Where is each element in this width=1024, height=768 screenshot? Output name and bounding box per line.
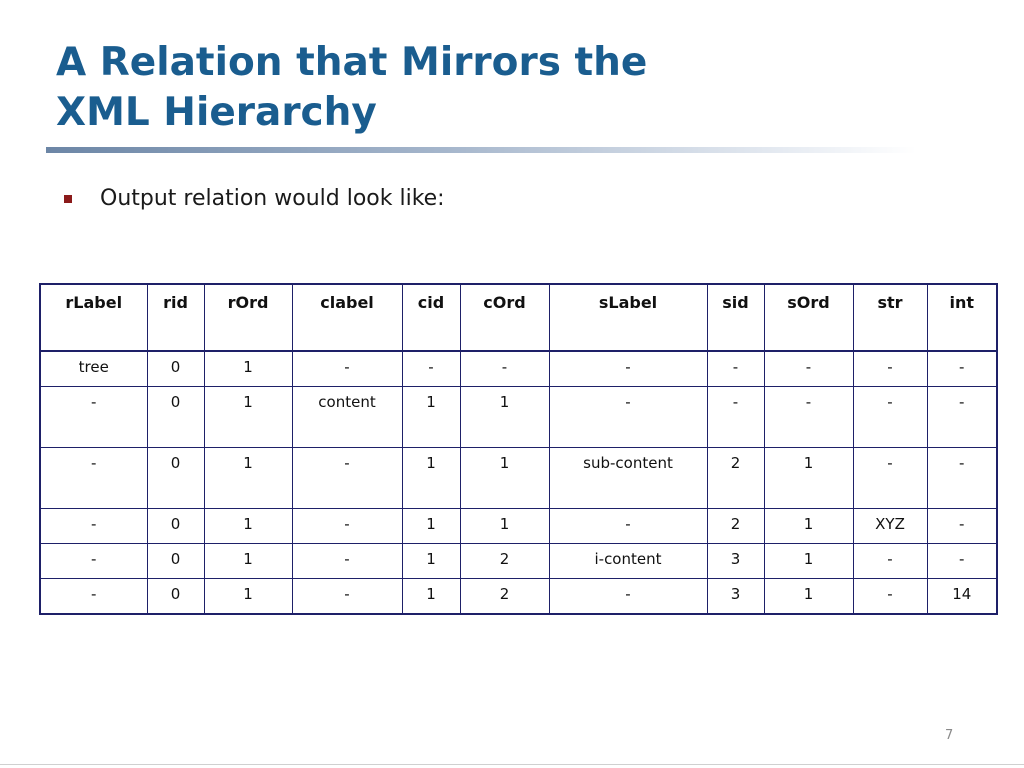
table-cell: 1	[203, 447, 293, 509]
relation-table: rLabel rid rOrd clabel cid cOrd sLabel s…	[39, 283, 998, 615]
table-cell: -	[291, 508, 403, 544]
bullet-text: Output relation would look like:	[100, 186, 445, 211]
table-cell: 1	[203, 350, 293, 387]
column-header-rlabel: rLabel	[39, 283, 148, 352]
table-cell: 1	[203, 543, 293, 579]
table-cell: -	[706, 386, 765, 448]
table-cell: 1	[203, 386, 293, 448]
table-cell: -	[926, 350, 998, 387]
table-cell: -	[852, 350, 928, 387]
table-cell: 2	[706, 447, 765, 509]
table-cell: -	[291, 350, 403, 387]
page-number: 7	[945, 728, 954, 743]
table-cell: 2	[459, 543, 550, 579]
column-header-int: int	[926, 283, 998, 352]
table-cell: 2	[706, 508, 765, 544]
square-bullet-icon	[64, 195, 72, 203]
table-row: - 0 1 - 1 1 sub-content 2 1 - -	[39, 447, 998, 509]
column-header-sord: sOrd	[763, 283, 854, 352]
column-header-str: str	[852, 283, 928, 352]
table-cell: 1	[763, 508, 854, 544]
table-cell: -	[39, 447, 148, 509]
column-header-cid: cid	[401, 283, 461, 352]
table-row: - 0 1 - 1 2 - 3 1 - 14	[39, 578, 998, 615]
table-cell: 0	[146, 350, 205, 387]
table-cell: -	[852, 386, 928, 448]
table-cell: 0	[146, 578, 205, 615]
table-cell: -	[291, 543, 403, 579]
footer-divider	[0, 764, 1024, 765]
table-cell: -	[763, 386, 854, 448]
table-cell: 1	[203, 508, 293, 544]
table-cell: 0	[146, 386, 205, 448]
table-cell: -	[39, 508, 148, 544]
table-row: - 0 1 content 1 1 - - - - -	[39, 386, 998, 448]
table-cell: -	[852, 447, 928, 509]
table-cell: -	[926, 386, 998, 448]
table-cell: 0	[146, 508, 205, 544]
slide-title-line-1: A Relation that Mirrors the	[56, 40, 648, 85]
table-cell: -	[926, 508, 998, 544]
column-header-cord: cOrd	[459, 283, 550, 352]
column-header-rord: rOrd	[203, 283, 293, 352]
column-header-clabel: clabel	[291, 283, 403, 352]
table-cell: -	[459, 350, 550, 387]
table-cell: -	[926, 447, 998, 509]
table-cell: 1	[401, 543, 461, 579]
table-cell: 1	[459, 508, 550, 544]
table-cell: -	[852, 543, 928, 579]
column-header-slabel: sLabel	[548, 283, 708, 352]
table-cell: -	[291, 447, 403, 509]
table-cell: -	[706, 350, 765, 387]
table-cell: 1	[401, 386, 461, 448]
table-cell: -	[401, 350, 461, 387]
table-cell: 1	[401, 508, 461, 544]
table-cell: 1	[203, 578, 293, 615]
table-cell: 3	[706, 543, 765, 579]
table-cell: 2	[459, 578, 550, 615]
table-cell: XYZ	[852, 508, 928, 544]
slide-title: A Relation that Mirrors the XML Hierarch…	[56, 38, 647, 138]
table-cell: tree	[39, 350, 148, 387]
table-cell: 1	[763, 447, 854, 509]
column-header-sid: sid	[706, 283, 765, 352]
table-cell: 1	[459, 386, 550, 448]
table-cell: content	[291, 386, 403, 448]
table-cell: 1	[763, 578, 854, 615]
table-cell: 1	[763, 543, 854, 579]
table-cell: -	[852, 578, 928, 615]
table-cell: 3	[706, 578, 765, 615]
table-cell: 14	[926, 578, 998, 615]
table-cell: -	[39, 543, 148, 579]
table-cell: -	[548, 578, 708, 615]
table-row: - 0 1 - 1 2 i-content 3 1 - -	[39, 543, 998, 579]
table-cell: -	[548, 508, 708, 544]
table-cell: 0	[146, 447, 205, 509]
table-cell: -	[548, 350, 708, 387]
table-cell: -	[548, 386, 708, 448]
table-cell: -	[763, 350, 854, 387]
table-cell: i-content	[548, 543, 708, 579]
table-cell: -	[926, 543, 998, 579]
table-cell: -	[39, 578, 148, 615]
table-cell: 0	[146, 543, 205, 579]
table-cell: 1	[401, 447, 461, 509]
table-cell: 1	[459, 447, 550, 509]
table-row: tree 0 1 - - - - - - - -	[39, 350, 998, 387]
table-cell: sub-content	[548, 447, 708, 509]
table-row: - 0 1 - 1 1 - 2 1 XYZ -	[39, 508, 998, 544]
column-header-rid: rid	[146, 283, 205, 352]
table-header-row: rLabel rid rOrd clabel cid cOrd sLabel s…	[39, 283, 998, 352]
slide-title-line-2: XML Hierarchy	[56, 90, 377, 135]
title-divider	[46, 147, 916, 153]
table-cell: 1	[401, 578, 461, 615]
table-cell: -	[39, 386, 148, 448]
table-cell: -	[291, 578, 403, 615]
